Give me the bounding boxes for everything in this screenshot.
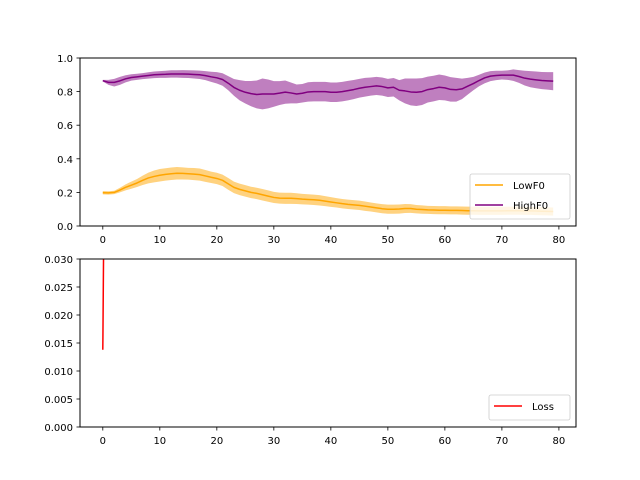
legend-label-loss: Loss	[532, 402, 554, 413]
axes-frame-f0	[79, 57, 577, 227]
y-tick-label: 0.8	[57, 88, 73, 99]
x-axis-loss: 0 10 20 30 40 50 60 70 80	[100, 427, 566, 447]
y-axis-f0: 0.0 0.2 0.4 0.6 0.8 1.0	[57, 54, 80, 233]
line-layer	[102, 259, 105, 350]
x-tick-label: 0	[100, 235, 106, 246]
x-tick-label: 80	[553, 235, 566, 246]
y-tick-label: 0.010	[44, 367, 73, 378]
band-layer	[102, 69, 554, 216]
series-line-loss	[102, 259, 105, 350]
x-tick-label: 20	[210, 235, 223, 246]
y-axis-loss: 0.000 0.005 0.010 0.015 0.020 0.025 0.030	[44, 255, 80, 434]
x-tick-label: 20	[210, 436, 223, 447]
legend-f0: LowF0 HighF0	[469, 173, 571, 220]
y-tick-label: 0.6	[57, 121, 73, 132]
y-tick-label: 0.2	[57, 188, 73, 199]
band-highf0	[102, 69, 554, 110]
plot-f0: 0.0 0.2 0.4 0.6 0.8 1.0 0 10 20 30 40 50 60 70 80 Low…	[57, 54, 577, 246]
x-tick-label: 70	[496, 235, 509, 246]
legend-box	[488, 394, 571, 421]
legend-label-highf0: HighF0	[513, 201, 548, 212]
y-tick-label: 0.015	[44, 339, 73, 350]
x-tick-label: 60	[439, 235, 452, 246]
y-tick-label: 0.4	[57, 155, 73, 166]
x-tick-label: 30	[267, 436, 280, 447]
x-tick-label: 10	[153, 436, 166, 447]
legend-loss: Loss	[488, 394, 571, 421]
y-tick-label: 0.020	[44, 311, 73, 322]
x-tick-label: 30	[267, 235, 280, 246]
y-tick-label: 0.0	[57, 222, 73, 233]
x-tick-label: 60	[439, 436, 452, 447]
x-tick-label: 0	[100, 436, 106, 447]
x-tick-label: 70	[496, 436, 509, 447]
band-lowf0	[102, 167, 554, 216]
legend-label-lowf0: LowF0	[513, 181, 545, 192]
y-tick-label: 0.005	[44, 395, 73, 406]
x-tick-label: 50	[381, 436, 394, 447]
x-axis-f0: 0 10 20 30 40 50 60 70 80	[100, 226, 566, 246]
y-tick-label: 0.030	[44, 255, 73, 266]
y-tick-label: 0.025	[44, 283, 73, 294]
x-tick-label: 80	[553, 436, 566, 447]
x-tick-label: 40	[324, 235, 337, 246]
y-tick-label: 1.0	[57, 54, 73, 65]
series-line-highf0	[102, 73, 554, 96]
y-tick-label: 0.000	[44, 423, 73, 434]
x-tick-label: 10	[153, 235, 166, 246]
x-tick-label: 50	[381, 235, 394, 246]
x-tick-label: 40	[324, 436, 337, 447]
plot-loss: 0.000 0.005 0.010 0.015 0.020 0.025 0.030 0 10 2…	[44, 255, 577, 447]
